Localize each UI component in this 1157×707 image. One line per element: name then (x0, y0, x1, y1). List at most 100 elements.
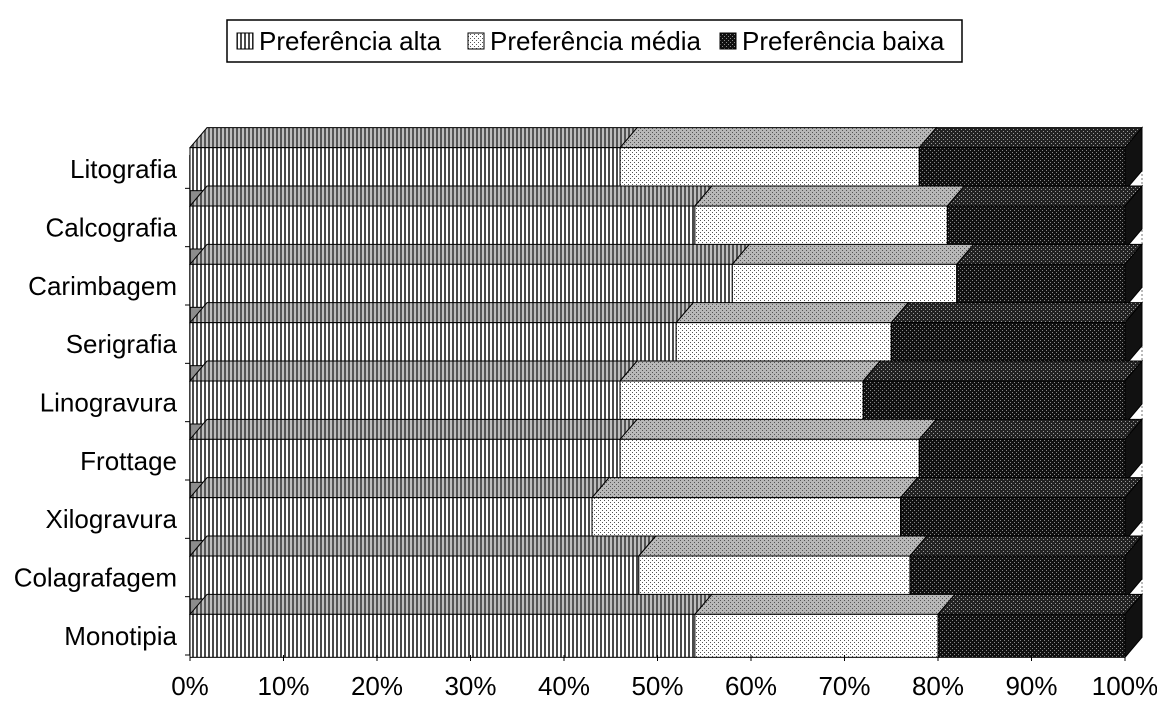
bar-segment-top (619, 360, 882, 382)
x-tick-label: 60% (725, 671, 777, 701)
bar-segment-side (1124, 359, 1143, 426)
bar-segment (619, 147, 920, 192)
bar-segment-top (188, 185, 713, 207)
bar-segment-top (637, 535, 929, 557)
category-label: Xilogravura (45, 504, 177, 534)
x-tick-label: 80% (912, 671, 964, 701)
bar-segment-top (899, 477, 1144, 499)
bar-segment-top (188, 535, 657, 557)
bar-segment-top (188, 302, 695, 324)
bar-segment-side (1124, 301, 1143, 368)
bar-segment (937, 613, 1126, 658)
bar-segment (694, 205, 948, 250)
bar-segment (918, 438, 1126, 483)
bar-segment (900, 497, 1126, 542)
bar-segment-top (188, 593, 713, 615)
bar-segment (909, 555, 1126, 600)
category-label: Frottage (80, 446, 177, 476)
bar-segment-top (918, 418, 1144, 440)
bar-segment-side (1124, 184, 1143, 251)
bar-row (188, 476, 1144, 543)
bar-row (188, 534, 1144, 601)
category-label: Calcografia (45, 213, 177, 243)
bar-segment (862, 380, 1126, 425)
legend-label-0: Preferência alta (259, 26, 442, 56)
x-tick-label: 40% (538, 671, 590, 701)
bar-segment (189, 497, 593, 542)
bar-segment (946, 205, 1126, 250)
bar-segment (189, 147, 621, 192)
bar-segment (189, 438, 621, 483)
bar-row (188, 592, 1144, 659)
bar-segment-side (1124, 592, 1143, 659)
bar-segment-top (890, 302, 1144, 324)
category-label: Monotipia (64, 621, 177, 651)
legend-swatch-1 (467, 32, 485, 50)
x-tick-label: 50% (631, 671, 683, 701)
bar-segment-top (188, 127, 639, 149)
bar-segment-side (1124, 417, 1143, 484)
bar-row (188, 242, 1144, 309)
bar-segment (694, 613, 939, 658)
bar-segment-side (1124, 242, 1143, 309)
bar-segment (619, 380, 864, 425)
category-label: Linogravura (40, 388, 178, 418)
category-labels: Litografia Calcografia Carimbagem Serigrafi… (14, 154, 190, 656)
legend-item-0: Preferência alta (236, 26, 442, 56)
legend-box (226, 19, 963, 63)
bar-segment (189, 613, 696, 658)
bar-row (188, 301, 1144, 368)
bar-segment (619, 438, 920, 483)
bar-segment-top (946, 185, 1144, 207)
bar-segment (189, 205, 696, 250)
bar-segment (189, 380, 621, 425)
bar-segment-top (619, 418, 938, 440)
bar-segment-top (590, 477, 919, 499)
bar-row (188, 126, 1144, 193)
x-axis-ticks: 0% 10% 20% 30% 40% 50% 60% 70% 80% 90% 100% (171, 655, 1157, 701)
bar-segment-top (936, 593, 1144, 615)
bar-segment (918, 147, 1126, 192)
bar-segment-top (731, 243, 975, 265)
x-tick-label: 20% (351, 671, 403, 701)
legend-label-1: Preferência média (490, 26, 702, 56)
bar-segment (189, 555, 640, 600)
legend-item-2: Preferência baixa (719, 26, 945, 56)
legend-label-2: Preferência baixa (742, 26, 945, 56)
legend-swatch-2 (719, 32, 737, 50)
bar-segment-top (675, 302, 910, 324)
bar-segment-side (1124, 476, 1143, 543)
bar-segment-top (619, 127, 938, 149)
bar-segment-top (188, 243, 751, 265)
category-label: Carimbagem (28, 271, 177, 301)
legend-swatch-0 (236, 32, 254, 50)
x-tick-label: 30% (444, 671, 496, 701)
bar-segment (591, 497, 902, 542)
x-tick-label: 100% (1092, 671, 1157, 701)
bar-row (188, 184, 1144, 251)
bar-segment-top (693, 185, 966, 207)
bar-segment-top (188, 477, 611, 499)
category-label: Colagrafagem (14, 563, 177, 593)
x-tick-label: 70% (818, 671, 870, 701)
legend: Preferência alta Preferência média Prefe… (226, 19, 963, 63)
category-label: Serigrafia (66, 329, 178, 359)
bar-segment-top (908, 535, 1144, 557)
bar-segment-top (188, 360, 639, 382)
category-label: Litografia (70, 154, 177, 184)
bar-segment-side (1124, 534, 1143, 601)
bar-segment (189, 322, 677, 367)
bar-segment (675, 322, 892, 367)
bar-row (188, 359, 1144, 426)
bar-segment-top (918, 127, 1144, 149)
bar-segment-top (955, 243, 1144, 265)
bar-row (188, 417, 1144, 484)
x-tick-label: 90% (1005, 671, 1057, 701)
bars (188, 126, 1144, 659)
bar-segment (189, 263, 733, 308)
bar-segment-top (862, 360, 1144, 382)
legend-item-1: Preferência média (467, 26, 702, 56)
x-tick-label: 0% (171, 671, 209, 701)
bar-segment-side (1124, 126, 1143, 193)
